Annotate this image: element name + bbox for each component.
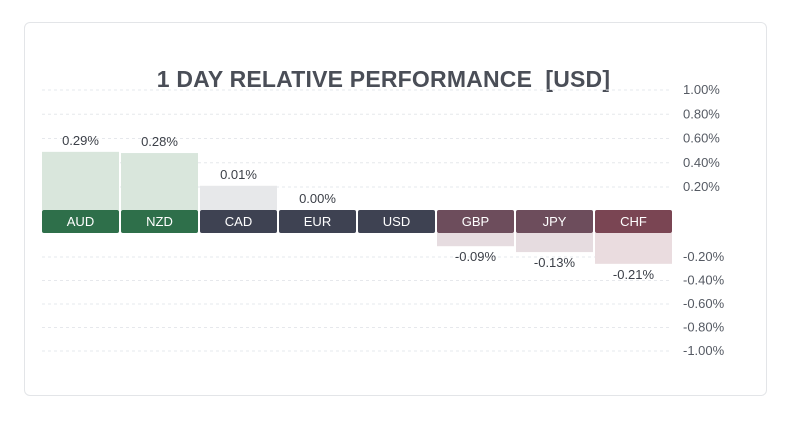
y-tick-label: 0.40% <box>683 155 720 170</box>
y-tick-label: -0.40% <box>683 273 725 288</box>
bar-cad <box>200 185 277 210</box>
category-box-nzd <box>121 210 198 233</box>
y-tick-label: 0.60% <box>683 131 720 146</box>
category-label: CAD <box>225 214 252 229</box>
y-tick-label: -0.60% <box>683 296 725 311</box>
y-tick-label: 0.80% <box>683 106 720 121</box>
category-label: GBP <box>462 214 489 229</box>
y-tick-label: 0.20% <box>683 179 720 194</box>
category-label: CHF <box>620 214 647 229</box>
bar-aud <box>42 151 119 210</box>
y-tick-label: -0.80% <box>683 320 725 335</box>
value-label: 0.29% <box>62 133 99 148</box>
y-tick-label: 1.00% <box>683 82 720 97</box>
bar-gbp <box>437 233 514 247</box>
category-label: JPY <box>543 214 567 229</box>
y-tick-label: -0.20% <box>683 249 725 264</box>
category-box-usd <box>358 210 435 233</box>
category-box-chf <box>595 210 672 233</box>
value-label: -0.21% <box>613 267 655 282</box>
bar-chf <box>595 233 672 264</box>
category-label: USD <box>383 214 410 229</box>
y-tick-label: -1.00% <box>683 343 725 358</box>
category-box-gbp <box>437 210 514 233</box>
category-box-cad <box>200 210 277 233</box>
category-box-aud <box>42 210 119 233</box>
chart-title: 1 DAY RELATIVE PERFORMANCE [USD] <box>156 66 611 92</box>
category-box-eur <box>279 210 356 233</box>
category-label: EUR <box>304 214 331 229</box>
value-label: 0.01% <box>220 167 257 182</box>
value-label: 0.00% <box>299 191 336 206</box>
value-label: -0.13% <box>534 255 576 270</box>
bar-nzd <box>121 153 198 210</box>
category-label: NZD <box>146 214 173 229</box>
value-label: 0.28% <box>141 134 178 149</box>
category-label: AUD <box>67 214 94 229</box>
bar-jpy <box>516 233 593 253</box>
category-box-jpy <box>516 210 593 233</box>
value-label: -0.09% <box>455 249 497 264</box>
